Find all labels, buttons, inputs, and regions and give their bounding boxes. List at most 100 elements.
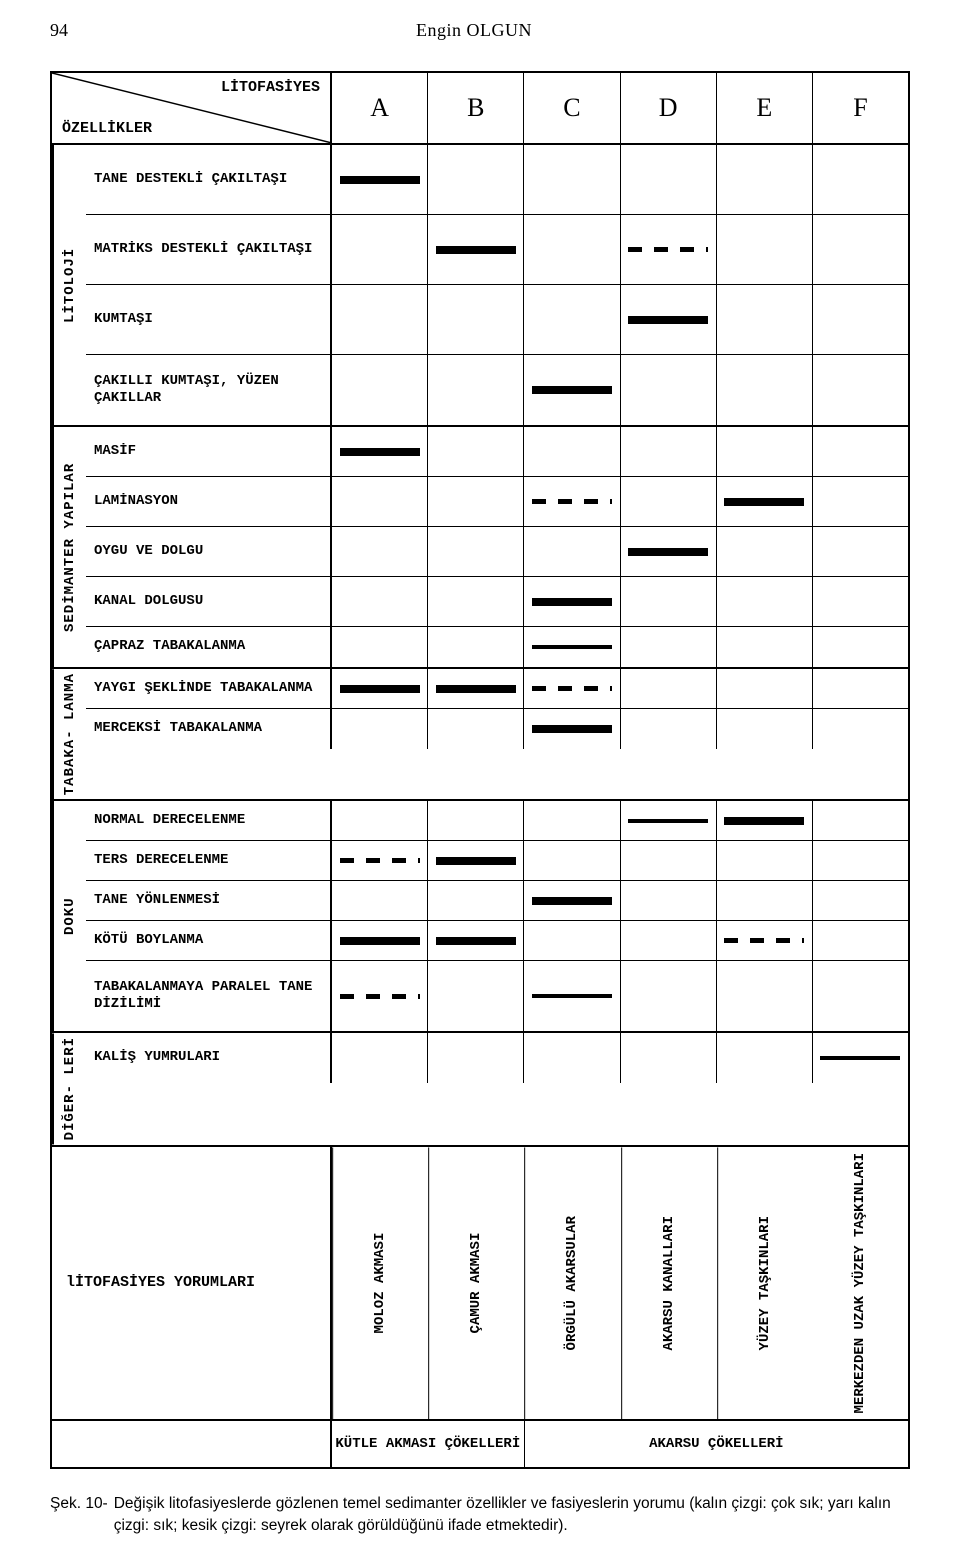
data-cell	[332, 477, 428, 526]
data-cell	[332, 527, 428, 576]
data-cell	[717, 669, 813, 708]
data-cell	[428, 961, 524, 1031]
dashed-mark-icon	[340, 858, 420, 863]
feature-label: NORMAL DERECELENME	[86, 801, 332, 840]
feature-label: KÖTÜ BOYLANMA	[86, 921, 332, 960]
data-cell	[813, 577, 908, 626]
feature-label: MASİF	[86, 427, 332, 476]
feature-label: KANAL DOLGUSU	[86, 577, 332, 626]
caption-text: Değişik litofasiyeslerde gözlenen temel …	[114, 1493, 910, 1536]
data-cell	[524, 961, 620, 1031]
data-cell	[717, 145, 813, 214]
data-cell	[717, 477, 813, 526]
feature-row: ÇAPRAZ TABAKALANMA	[86, 627, 908, 667]
feature-label: TABAKALANMAYA PARALEL TANE DİZİLİMİ	[86, 961, 332, 1031]
data-cell	[428, 527, 524, 576]
thick-mark-icon	[340, 176, 420, 184]
feature-row: TANE DESTEKLİ ÇAKILTAŞI	[86, 145, 908, 215]
data-cell	[524, 285, 620, 354]
data-cell	[524, 427, 620, 476]
interpretation-cell: AKARSU KANALLARI	[621, 1147, 717, 1419]
data-cell	[621, 215, 717, 284]
interpretation-cell: MOLOZ AKMASI	[332, 1147, 428, 1419]
data-cell	[717, 921, 813, 960]
data-cell	[332, 881, 428, 920]
data-cell	[621, 841, 717, 880]
data-cell	[428, 841, 524, 880]
bottom-group-cell: KÜTLE AKMASI ÇÖKELLERİ	[332, 1421, 525, 1467]
running-header: 94 Engin OLGUN	[30, 20, 930, 41]
feature-label: LAMİNASYON	[86, 477, 332, 526]
data-cell	[813, 841, 908, 880]
thick-mark-icon	[532, 897, 612, 905]
thick-mark-icon	[532, 725, 612, 733]
data-cell	[621, 355, 717, 425]
data-cell	[621, 801, 717, 840]
data-cell	[717, 355, 813, 425]
feature-group: LİTOLOJİTANE DESTEKLİ ÇAKILTAŞIMATRİKS D…	[52, 145, 908, 427]
data-cell	[524, 355, 620, 425]
data-cell	[524, 477, 620, 526]
thin-mark-icon	[532, 645, 612, 649]
data-cell	[621, 1033, 717, 1083]
feature-row: ÇAKILLI KUMTAŞI, YÜZEN ÇAKILLAR	[86, 355, 908, 425]
data-cell	[813, 427, 908, 476]
group-body: KALİŞ YUMRULARI	[86, 1033, 908, 1144]
data-cell	[621, 881, 717, 920]
data-cell	[524, 627, 620, 667]
feature-row: KALİŞ YUMRULARI	[86, 1033, 908, 1083]
bottom-spacer	[52, 1421, 332, 1467]
data-cell	[813, 801, 908, 840]
data-cell	[332, 145, 428, 214]
data-cell	[621, 477, 717, 526]
column-header: E	[717, 73, 813, 143]
group-body: YAYGI ŞEKLİNDE TABAKALANMAMERCEKSİ TABAK…	[86, 669, 908, 799]
data-cell	[524, 801, 620, 840]
thick-mark-icon	[340, 685, 420, 693]
table-header-row: LİTOFASİYES ÖZELLİKLER A B C D E F	[52, 73, 908, 145]
data-cell	[813, 881, 908, 920]
thick-mark-icon	[628, 548, 708, 556]
data-cell	[524, 881, 620, 920]
feature-label: ÇAPRAZ TABAKALANMA	[86, 627, 332, 667]
thick-mark-icon	[532, 386, 612, 394]
data-cell	[524, 841, 620, 880]
corner-bottom-label: ÖZELLİKLER	[62, 120, 152, 137]
interpretation-cell: MERKEZDEN UZAK YÜZEY TAŞKINLARI	[813, 1147, 908, 1419]
feature-label: MERCEKSİ TABAKALANMA	[86, 709, 332, 749]
data-cell	[428, 477, 524, 526]
feature-row: MASİF	[86, 427, 908, 477]
feature-row: YAYGI ŞEKLİNDE TABAKALANMA	[86, 669, 908, 709]
data-cell	[621, 961, 717, 1031]
data-cell	[428, 355, 524, 425]
data-cell	[332, 709, 428, 749]
feature-group: TABAKA- LANMAYAYGI ŞEKLİNDE TABAKALANMAM…	[52, 669, 908, 801]
data-cell	[332, 215, 428, 284]
feature-label: ÇAKILLI KUMTAŞI, YÜZEN ÇAKILLAR	[86, 355, 332, 425]
data-cell	[428, 427, 524, 476]
lithofacies-table: LİTOFASİYES ÖZELLİKLER A B C D E F LİTOL…	[50, 71, 910, 1469]
thick-mark-icon	[436, 937, 516, 945]
data-cell	[524, 669, 620, 708]
data-cell	[621, 627, 717, 667]
corner-split-cell: LİTOFASİYES ÖZELLİKLER	[52, 73, 332, 143]
data-cell	[428, 285, 524, 354]
data-cell	[717, 627, 813, 667]
data-cell	[813, 961, 908, 1031]
data-cell	[332, 1033, 428, 1083]
data-cell	[428, 801, 524, 840]
thick-mark-icon	[724, 817, 804, 825]
data-cell	[813, 215, 908, 284]
thick-mark-icon	[532, 598, 612, 606]
feature-row: TANE YÖNLENMESİ	[86, 881, 908, 921]
group-label: SEDİMANTER YAPILAR	[52, 427, 86, 667]
data-cell	[717, 427, 813, 476]
data-cell	[524, 921, 620, 960]
interpretation-cell: ÇAMUR AKMASI	[428, 1147, 524, 1419]
dashed-mark-icon	[532, 686, 612, 691]
data-cell	[621, 709, 717, 749]
column-header: D	[621, 73, 717, 143]
group-body: NORMAL DERECELENMETERS DERECELENMETANE Y…	[86, 801, 908, 1031]
feature-label: KUMTAŞI	[86, 285, 332, 354]
thin-mark-icon	[628, 819, 708, 823]
